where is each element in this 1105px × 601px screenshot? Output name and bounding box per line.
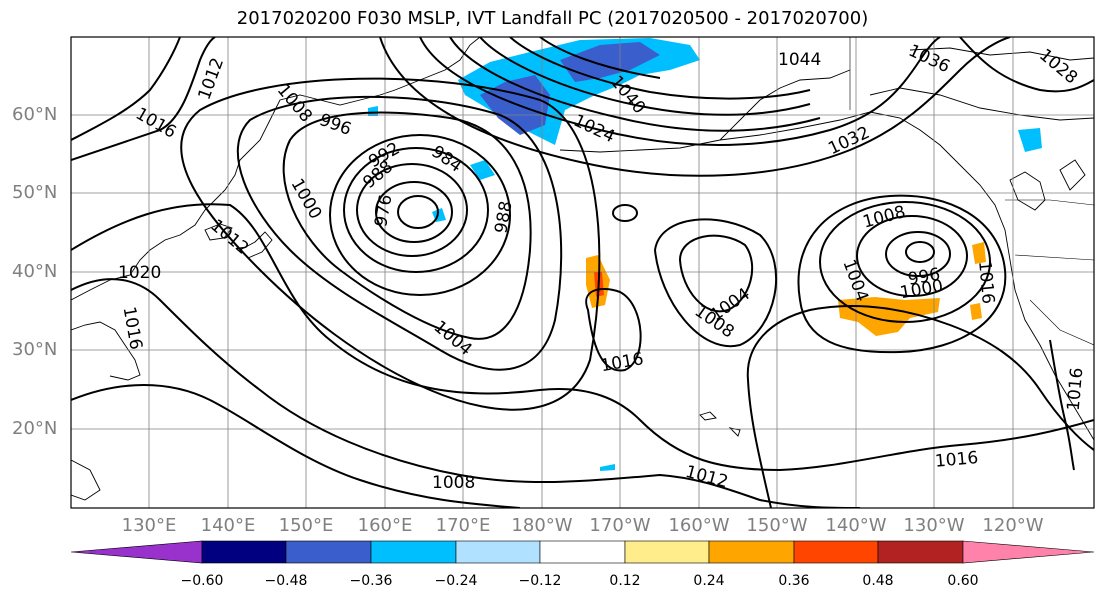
lon-label: 170°W: [589, 515, 651, 536]
lon-label: 150°W: [746, 515, 808, 536]
contour-label: 1016: [934, 448, 979, 472]
contour-label: 1016: [599, 349, 645, 376]
colorbar-tick: −0.24: [434, 573, 478, 589]
lon-label: 140°W: [825, 515, 887, 536]
colorbar-tick: 0.24: [693, 573, 725, 589]
contour-label: 1008: [273, 80, 316, 126]
lat-label: 60°N: [12, 104, 58, 125]
contour-label: 1008: [432, 473, 475, 493]
contour-label: 1008: [861, 202, 908, 233]
contour-label: 1020: [118, 263, 161, 283]
colorbar-swatch: [624, 540, 710, 564]
colorbar-swatch: [708, 540, 795, 564]
lon-label: 170°E: [435, 515, 491, 536]
colorbar-tick: −0.48: [264, 573, 308, 589]
political-borders: [849, 37, 1094, 346]
lat-label: 20°N: [12, 418, 58, 439]
lon-label: 140°E: [200, 515, 256, 536]
colorbar-swatch: [539, 540, 626, 564]
contour-label: 1012: [206, 216, 252, 259]
colorbar-swatch: [285, 540, 372, 564]
colorbar-tick: 0.36: [778, 573, 810, 589]
contour-label: 1016: [1064, 367, 1088, 412]
lat-label: 50°N: [12, 182, 58, 203]
lon-label: 120°W: [982, 515, 1044, 536]
contour-label: 988: [491, 200, 516, 235]
contour-label: 1012: [683, 462, 730, 493]
contour-label: 984: [427, 142, 465, 177]
lat-label: 30°N: [12, 339, 58, 360]
contour-label: 1040: [606, 72, 649, 118]
colorbar-extend-min: [70, 540, 203, 564]
contour-label: 976: [371, 193, 396, 228]
colorbar-swatch: [455, 540, 541, 564]
mslp-isobars: [71, 37, 1094, 508]
contour-label: 1044: [778, 50, 821, 70]
lon-label: 180°W: [511, 515, 573, 536]
contour-label: 1016: [974, 260, 998, 305]
gridlines: [71, 37, 1094, 508]
colorbar-tick: 0.60: [947, 573, 979, 589]
colorbar-swatch: [877, 540, 964, 564]
colorbar-swatch: [201, 540, 287, 564]
lat-label: 40°N: [12, 261, 58, 282]
lon-label: 130°E: [121, 515, 177, 536]
colorbar-tick: −0.12: [518, 573, 562, 589]
colorbar-tick: −0.60: [180, 573, 224, 589]
colorbar-tick: 0.12: [609, 573, 641, 589]
colorbar-swatch: [793, 540, 879, 564]
contour-label: 1004: [838, 257, 872, 304]
contour-label: 1032: [825, 123, 873, 159]
colorbar: [70, 540, 1095, 564]
lon-label: 160°E: [357, 515, 413, 536]
contour-label: 1016: [119, 305, 146, 351]
contour-label: 1004: [430, 317, 476, 360]
colorbar-tick: −0.36: [349, 573, 393, 589]
colorbar-tick: 0.48: [862, 573, 894, 589]
ivt-negative-shading: [368, 38, 1042, 471]
lon-label: 130°W: [903, 515, 965, 536]
map-title: 2017020200 F030 MSLP, IVT Landfall PC (2…: [236, 8, 869, 29]
contour-label: 1000: [287, 175, 326, 222]
lon-label: 150°E: [278, 515, 334, 536]
colorbar-extend-max: [962, 540, 1095, 564]
contour-label: 1028: [1035, 45, 1081, 88]
colorbar-swatch: [370, 540, 457, 564]
map-frame: [70, 36, 1095, 509]
lon-label: 160°W: [668, 515, 730, 536]
map-plot-area: 1012 1016 1008 996 992 988 984 976 988 1…: [71, 37, 1094, 508]
